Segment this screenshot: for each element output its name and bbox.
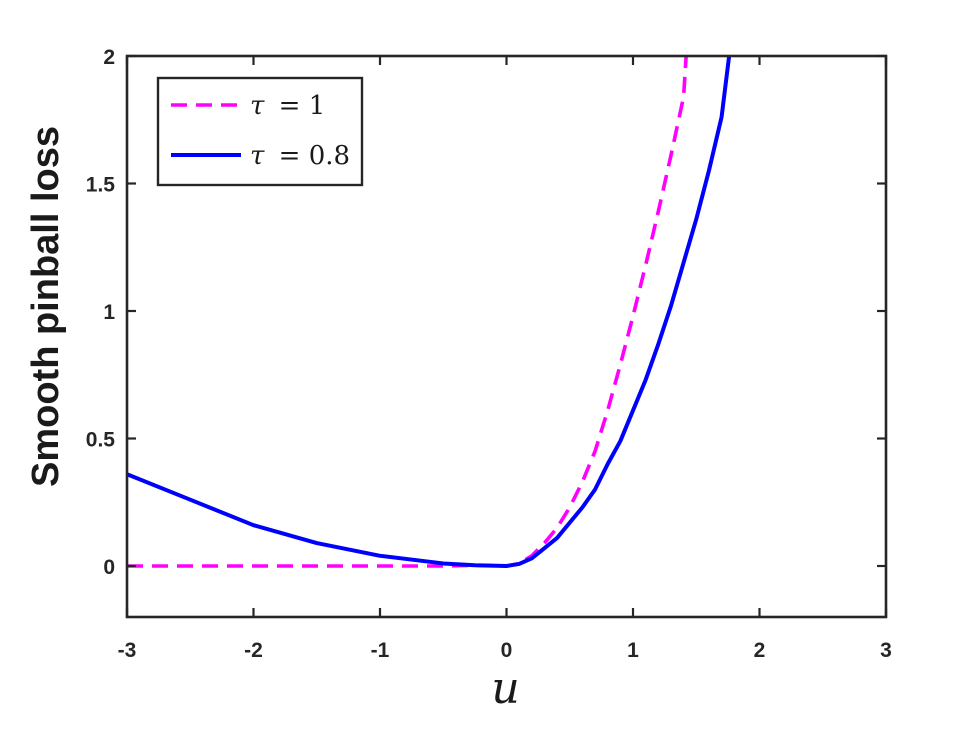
legend-entry-tau-0-8-value: = 0.8 [279, 141, 350, 171]
legend-box [156, 76, 364, 187]
x-tick-label: 3 [880, 639, 892, 662]
x-tick-label: 1 [627, 639, 639, 662]
x-axis-label: u [491, 663, 519, 714]
series-line-tau-1 [127, 56, 688, 568]
y-tick-label: 1 [103, 301, 115, 324]
plot-frame [125, 54, 888, 619]
legend: τ = 1 τ = 0.8 [156, 76, 364, 187]
x-tick-label: -1 [371, 639, 390, 662]
series-layer [127, 56, 732, 568]
y-tick-label: 0.5 [86, 429, 116, 452]
x-tick-label: 2 [754, 639, 766, 662]
legend-entry-tau-0-8: τ = 0.8 [250, 141, 350, 171]
y-tick-label: 2 [103, 46, 115, 69]
y-tick-label: 1.5 [86, 174, 116, 197]
legend-entry-tau-1-symbol: τ [250, 91, 265, 121]
series-line-tau-0-8 [127, 56, 732, 568]
ticks-layer: -3 -2 -1 0 1 2 3 0 0.5 1 1.5 2 [86, 46, 892, 662]
legend-entry-tau-1-value: = 1 [279, 91, 326, 121]
legend-entry-tau-1: τ = 1 [250, 91, 325, 121]
x-tick-label: 0 [501, 639, 513, 662]
y-tick-label: 0 [103, 556, 115, 579]
legend-entry-tau-0-8-symbol: τ [250, 141, 265, 171]
x-tick-label: -2 [244, 639, 263, 662]
y-axis-label: Smooth pinball loss [25, 126, 67, 487]
x-tick-label: -3 [118, 639, 137, 662]
